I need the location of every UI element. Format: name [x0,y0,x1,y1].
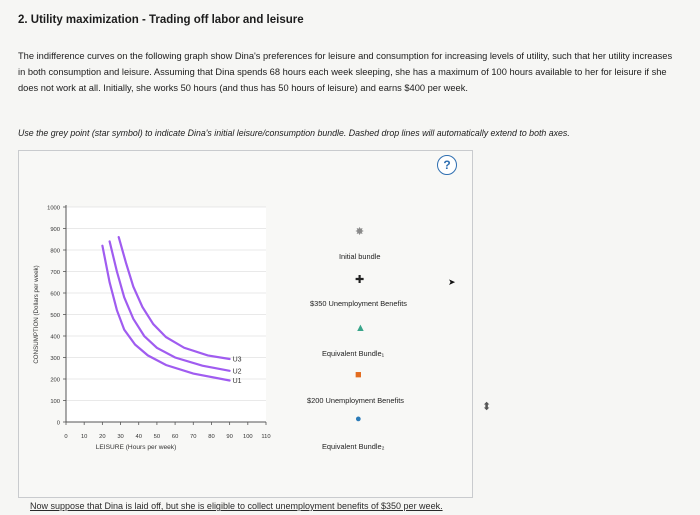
y-tick-label: 0 [57,421,60,427]
x-tick-label: 30 [117,434,123,440]
plus-icon[interactable]: ✚ [355,274,365,286]
indifference-curve-u2 [108,240,231,372]
y-tick-label: 800 [50,249,60,255]
y-tick-label: 400 [50,335,60,341]
y-tick-label: 100 [50,399,60,405]
y-tick-label: 600 [50,292,60,298]
square-icon[interactable]: ■ [355,369,362,381]
x-tick-label: 110 [261,434,270,440]
curve-label: U1 [233,378,242,385]
x-tick-label: 20 [99,434,105,440]
curve-label: U2 [233,368,242,375]
tool-label: $350 Unemployment Benefits [310,299,407,308]
help-icon[interactable]: ? [437,155,457,175]
y-axis-title: CONSUMPTION (Dollars per week) [33,265,40,363]
y-tick-label: 900 [50,227,60,233]
x-tick-label: 10 [81,434,87,440]
tool-label: $200 Unemployment Benefits [307,396,404,405]
y-tick-label: 300 [50,356,60,362]
x-tick-label: 80 [208,434,214,440]
move-icon: ⬍ [482,401,492,413]
star-icon[interactable]: ✸ [355,226,365,238]
graph-instruction: Use the grey point (star symbol) to indi… [18,128,570,138]
x-tick-label: 40 [136,434,142,440]
y-tick-label: 200 [50,378,60,384]
x-tick-label: 0 [64,434,67,440]
indifference-curve-u3 [117,236,231,361]
y-tick-label: 500 [50,313,60,319]
x-tick-label: 90 [226,434,232,440]
x-tick-label: 100 [243,434,253,440]
mouse-cursor-icon: ➤ [448,277,456,287]
indifference-curve-u1 [101,244,231,382]
tool-label: Equivalent Bundle₂ [322,442,385,451]
tool-label: Initial bundle [339,252,381,261]
tool-label: Equivalent Bundle₁ [322,349,385,358]
x-axis-title: LEISURE (Hours per week) [96,444,177,451]
question-intro: The indifference curves on the following… [18,51,673,93]
circle-icon[interactable]: ● [355,413,362,425]
triangle-icon[interactable]: ▲ [355,322,366,334]
y-tick-label: 700 [50,270,60,276]
curve-label: U3 [233,357,242,364]
y-tick-label: 1000 [47,206,60,212]
followup-question: Now suppose that Dina is laid off, but s… [30,501,443,511]
x-tick-label: 60 [172,434,178,440]
question-heading: 2. Utility maximization - Trading off la… [18,14,304,26]
x-tick-label: 70 [190,434,196,440]
x-tick-label: 50 [154,434,160,440]
